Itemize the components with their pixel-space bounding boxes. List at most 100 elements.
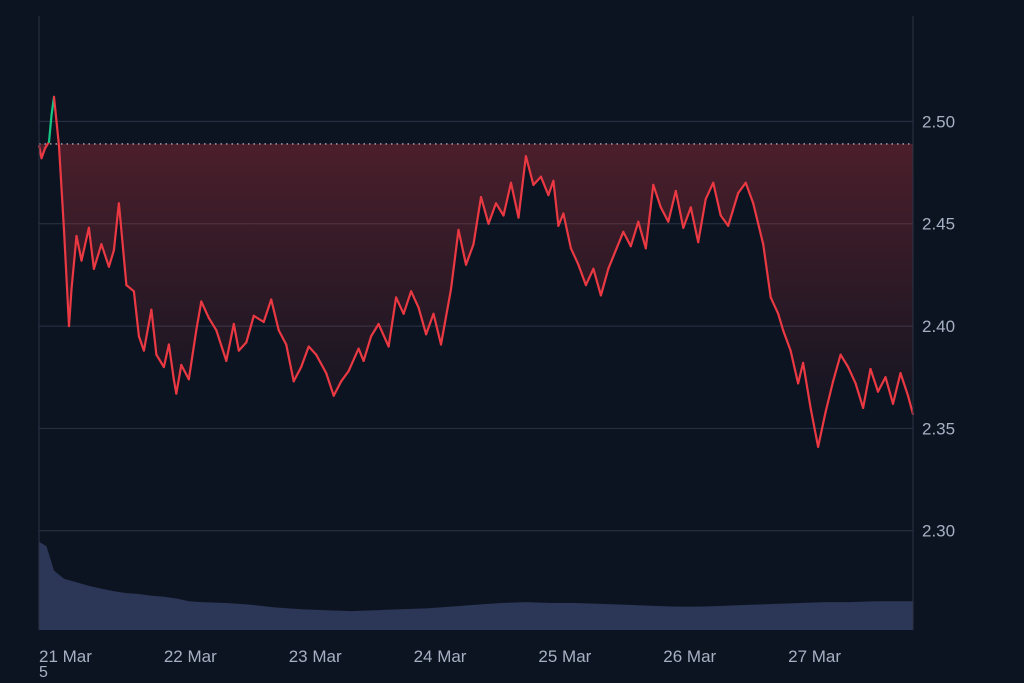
y-tick-label: 2.50 [922,112,955,131]
price-segment [262,298,273,324]
price-segment [57,144,66,231]
volume-shape [39,541,913,630]
y-tick-label: 2.30 [922,522,955,541]
price-segment [697,198,707,244]
price-segment [195,300,203,332]
price-segment [569,247,580,266]
price-segment [704,181,715,201]
price-segment [854,382,865,409]
price-segment [117,202,128,287]
price-segment [769,296,780,315]
price-segment [712,181,722,217]
price-segment [52,95,61,148]
price-segment [801,361,812,409]
price-segment [667,189,677,223]
price-segment [809,406,820,448]
price-segment [439,288,453,346]
price-segment [487,202,498,225]
price-segment [347,347,360,373]
price-segment [682,206,692,229]
price-segment [899,372,910,397]
price-segment [502,181,513,217]
price-segment [472,196,483,246]
price-segment [539,175,550,197]
x-tick-label: 27 Mar [788,647,841,666]
price-segment [285,343,295,383]
y-tick-label: 2.35 [922,419,955,438]
price-segment [167,343,175,381]
price-segment [552,179,560,227]
price-segment [225,322,235,362]
x-tick-label: 22 Mar [164,647,217,666]
price-segment [762,243,772,299]
price-segment [155,353,165,369]
price-segment [425,312,435,336]
price-segment [277,329,288,346]
price-line[interactable] [37,95,915,448]
plot-frame [38,16,914,630]
price-segment [777,312,785,332]
price-segment [737,181,747,195]
price-segment [592,267,603,297]
price-segment [532,175,543,186]
price-segment [150,308,158,356]
price-segment [187,329,198,381]
price-segment [557,212,565,227]
price-segment [40,146,47,160]
price-segment [839,353,850,369]
price-segment [162,343,170,369]
price-segment [457,228,468,266]
price-segment [577,263,588,287]
price-segment [674,189,685,229]
price-segment [300,345,310,369]
price-segment [370,322,380,338]
price-segment [395,296,405,315]
price-segment [869,367,880,393]
price-segment [789,349,800,385]
price-segment [325,372,335,397]
price-segment [629,220,640,248]
price-segment [44,140,51,150]
price-segment [652,183,662,209]
price-segment [402,290,413,315]
price-segment [524,155,535,186]
price-segment [607,249,617,270]
price-segment [377,322,390,348]
price-segment [752,202,765,246]
price-segment [816,410,827,448]
price-segment [876,376,887,393]
y-axis: 2.50 2.45 2.40 2.35 2.30 [922,112,955,540]
price-segment [362,335,373,362]
price-segment [137,335,145,352]
price-segment [509,181,520,219]
price-segment [417,306,428,336]
price-segment [87,226,96,270]
price-segment [47,114,53,143]
price-segment [67,288,73,328]
price-segment [62,228,71,328]
price-segment [75,234,83,262]
price-segment [92,243,103,270]
price-segment [562,212,573,250]
price-segment [232,322,240,352]
price-segment [614,230,625,252]
price-segment [292,365,303,383]
price-segment [142,308,153,352]
x-tick-label: 25 Mar [538,647,591,666]
price-segment [245,314,255,344]
price-segment [200,300,210,319]
price-segment [659,206,670,223]
price-segment [479,196,490,225]
price-segment [387,296,398,348]
price-segment [215,329,228,362]
price-segment [637,220,647,250]
x-tick-label: 26 Mar [663,647,716,666]
price-segment [207,316,218,332]
price-segment [824,380,835,414]
volume-area [39,541,913,630]
price-segment [727,191,740,227]
price-segment [744,181,755,205]
price-segment [270,298,280,332]
